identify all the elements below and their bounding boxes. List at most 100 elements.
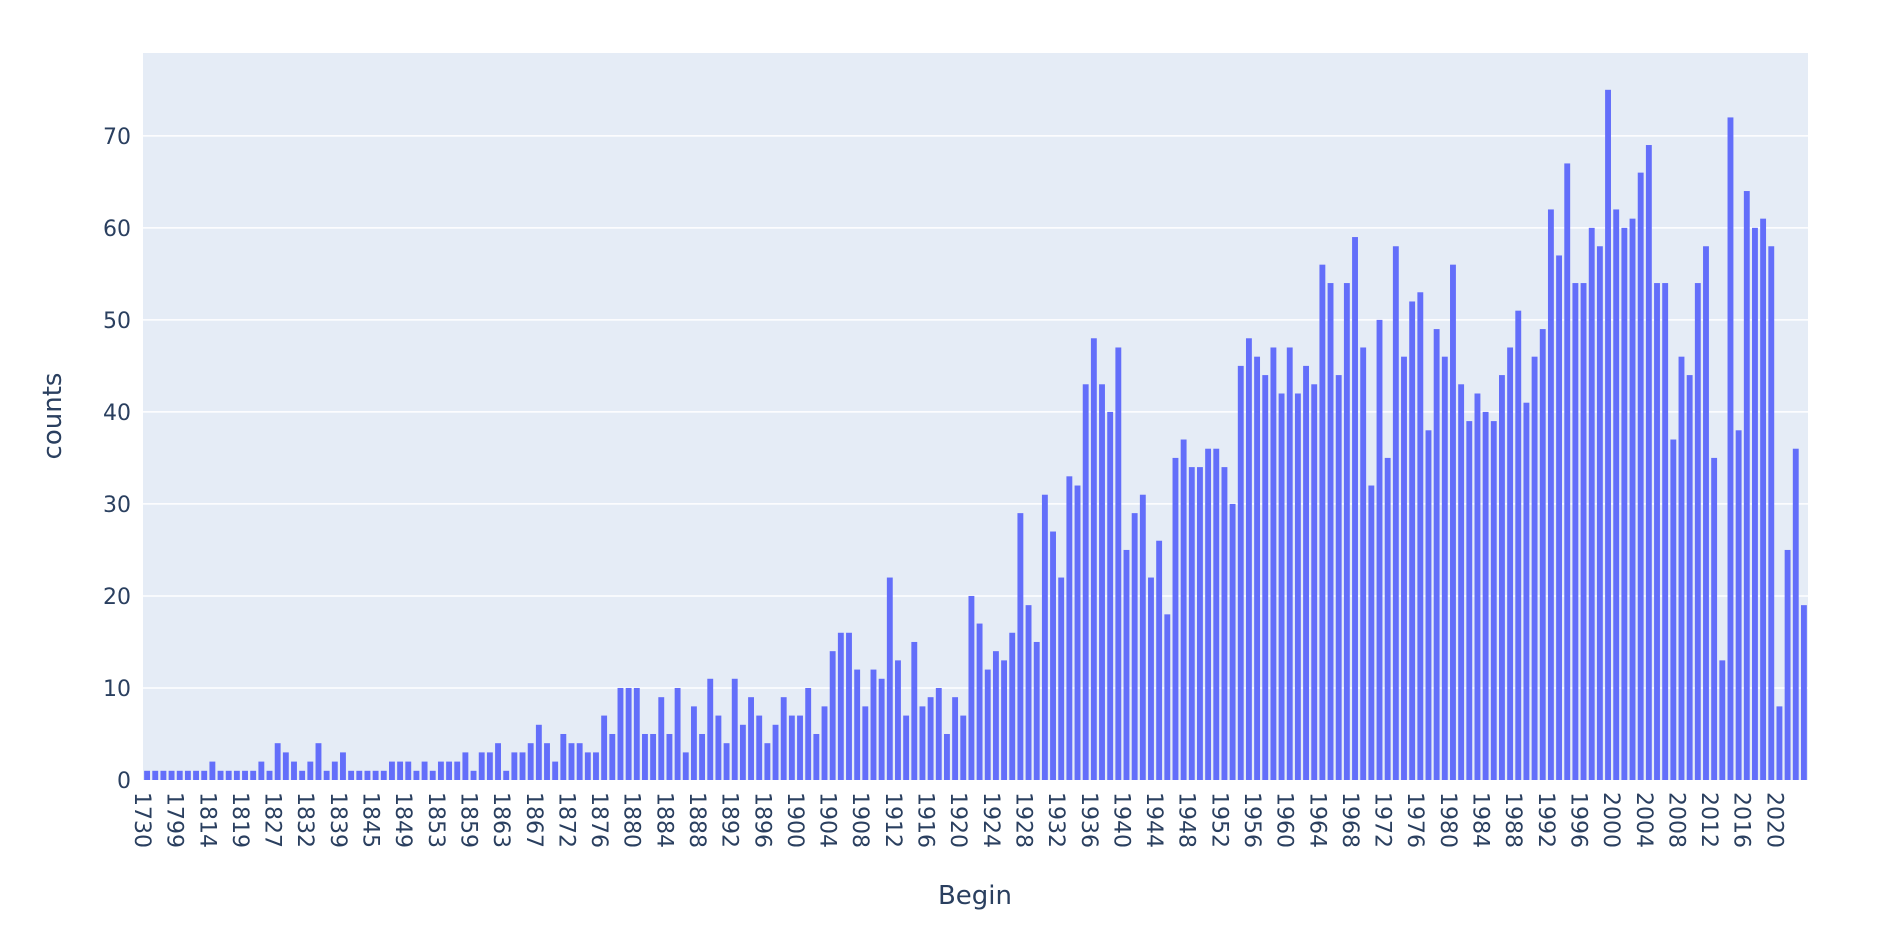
bar (1090, 338, 1097, 780)
bar (935, 687, 942, 780)
x-tick-label: 2020 (1761, 792, 1786, 848)
bar (1458, 384, 1465, 780)
y-tick-label: 0 (117, 769, 131, 794)
bar (650, 733, 657, 780)
bar (1164, 614, 1171, 780)
x-tick-label: 1904 (815, 792, 840, 848)
plot-background (143, 53, 1808, 780)
bar (1800, 605, 1807, 780)
bar (380, 770, 387, 780)
bar (446, 761, 453, 780)
bar (846, 632, 852, 780)
y-tick-label: 70 (103, 125, 131, 150)
x-tick-label: 1896 (749, 792, 774, 848)
bar (1115, 347, 1122, 780)
bar (568, 743, 575, 780)
bar (1050, 531, 1056, 780)
x-tick-label: 1972 (1370, 792, 1395, 848)
bar (1197, 467, 1203, 780)
bar (1123, 549, 1130, 780)
bar (609, 733, 616, 780)
bar (1058, 577, 1065, 780)
bar (470, 770, 477, 780)
y-tick-label: 40 (103, 401, 131, 426)
x-tick-label: 1976 (1402, 792, 1427, 848)
bar (1776, 706, 1783, 780)
bar (756, 715, 763, 780)
x-tick-label: 1859 (455, 792, 480, 848)
bar (895, 660, 901, 780)
bars (144, 89, 1807, 781)
x-axis-title: Begin (938, 881, 1012, 911)
bar (1645, 145, 1652, 780)
x-tick-label: 1832 (292, 792, 317, 848)
x-tick-label: 1876 (586, 792, 611, 848)
bar (642, 733, 648, 780)
bar (495, 743, 501, 780)
bar (193, 770, 199, 780)
bar (340, 752, 346, 780)
x-tick-label: 1920 (945, 792, 970, 848)
bar (633, 687, 640, 780)
x-tick-label: 1799 (162, 792, 187, 848)
bar (511, 752, 518, 780)
bar (1335, 375, 1342, 780)
bar (160, 770, 167, 780)
bar (1629, 218, 1636, 780)
bar (764, 743, 771, 780)
bar (462, 752, 469, 780)
bar (1237, 365, 1244, 780)
x-tick-label: 1730 (129, 792, 154, 848)
bar (1376, 319, 1383, 780)
x-tick-label: 1936 (1076, 792, 1101, 848)
bar (699, 733, 706, 780)
bar (1221, 467, 1228, 780)
bar (1082, 384, 1089, 780)
bar (299, 770, 306, 780)
bar (788, 715, 795, 780)
bar (593, 752, 599, 780)
bar (1572, 283, 1579, 780)
x-tick-label: 1888 (684, 792, 709, 848)
bar (397, 761, 404, 780)
bar (1580, 283, 1587, 780)
bar (389, 761, 395, 780)
bar (1686, 375, 1693, 780)
bar (952, 697, 959, 780)
bar (323, 770, 330, 780)
bar (1066, 476, 1073, 780)
bar (560, 733, 567, 780)
bar (1319, 264, 1326, 780)
bar (1401, 356, 1407, 780)
bar (1531, 356, 1538, 780)
bar (1156, 540, 1163, 780)
bar (919, 706, 926, 780)
x-tick-label: 1884 (651, 792, 676, 848)
bar (1074, 485, 1081, 780)
bar (348, 770, 355, 780)
bar (364, 770, 371, 780)
bar (1205, 448, 1212, 780)
bar (225, 770, 232, 780)
bar (266, 770, 273, 780)
bar (1768, 246, 1775, 780)
bar (1792, 448, 1799, 780)
bar (258, 761, 265, 780)
bar (372, 770, 379, 780)
x-tick-label: 1839 (325, 792, 350, 848)
bar (1107, 411, 1114, 780)
bar (682, 752, 689, 780)
x-tick-label: 1960 (1272, 792, 1297, 848)
x-tick-label: 2004 (1631, 792, 1656, 848)
bar (421, 761, 428, 780)
bar (1017, 513, 1024, 780)
bar (1360, 347, 1367, 780)
bar (666, 733, 673, 780)
bar (552, 761, 559, 780)
bar (1694, 283, 1701, 780)
bar (1441, 356, 1448, 780)
x-tick-label: 1940 (1108, 792, 1133, 848)
bar (331, 761, 338, 780)
bar (601, 715, 608, 780)
bar (168, 770, 175, 780)
